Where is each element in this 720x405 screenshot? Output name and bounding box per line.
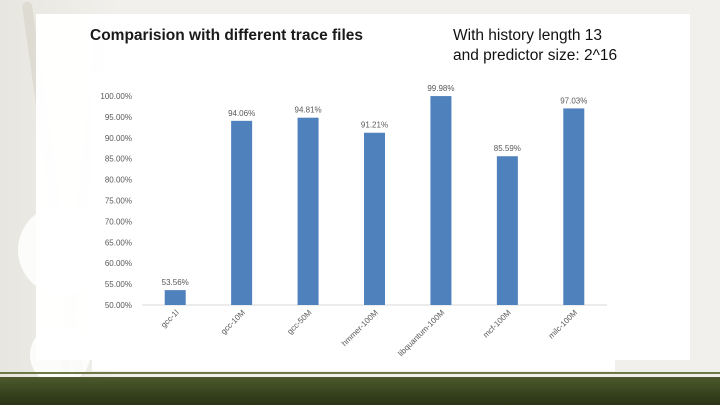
bar: [231, 120, 253, 306]
bar: [297, 117, 319, 305]
x-tick-label: gcc-50M: [285, 308, 313, 336]
y-tick-label: 55.00%: [105, 280, 132, 289]
data-label: 99.98%: [427, 84, 454, 93]
x-tick-label: mcf-100M: [481, 308, 513, 340]
subtitle-line-1: With history length 13: [453, 27, 603, 44]
data-label: 94.81%: [295, 106, 322, 115]
y-tick-label: 70.00%: [105, 217, 132, 226]
bar: [430, 96, 452, 305]
x-tick-label: libquantum-100M: [396, 308, 446, 358]
x-tick-label: milc-100M: [547, 308, 580, 341]
y-tick-label: 100.00%: [100, 92, 132, 101]
y-tick-label: 90.00%: [105, 134, 132, 143]
subtitle-line-2: and predictor size: 2^16: [453, 47, 618, 64]
bar: [563, 108, 585, 305]
y-tick-label: 85.00%: [105, 155, 132, 164]
data-label: 91.21%: [361, 121, 388, 130]
bar: [364, 132, 385, 305]
data-label: 94.06%: [228, 109, 255, 118]
y-tick-label: 75.00%: [105, 197, 132, 206]
bar: [496, 156, 518, 305]
footer-divider: [0, 372, 720, 374]
y-tick-label: 65.00%: [105, 238, 132, 247]
footer-band: [0, 377, 720, 405]
bar-chart: 50.00% 55.00% 60.00% 65.00% 70.00% 75.00% 80.0…: [92, 78, 615, 371]
slide-title: Comparision with different trace files: [90, 27, 364, 44]
x-tick-label: gcc-1l: [159, 308, 181, 330]
data-label: 53.56%: [162, 278, 189, 287]
data-label: 85.59%: [494, 144, 521, 153]
y-tick-label: 80.00%: [105, 176, 132, 185]
x-tick-label: gcc-10M: [219, 308, 247, 336]
data-label: 97.03%: [560, 96, 587, 105]
bar: [164, 290, 186, 305]
slide-subtitle: With history length 13 and predictor siz…: [453, 26, 693, 66]
y-tick-label: 95.00%: [105, 113, 132, 122]
y-tick-label: 60.00%: [105, 259, 132, 268]
chart-svg: 50.00% 55.00% 60.00% 65.00% 70.00% 75.00% 80.0…: [100, 84, 607, 358]
y-tick-label: 50.00%: [105, 301, 132, 310]
x-tick-label: hmmer-100M: [340, 308, 380, 348]
